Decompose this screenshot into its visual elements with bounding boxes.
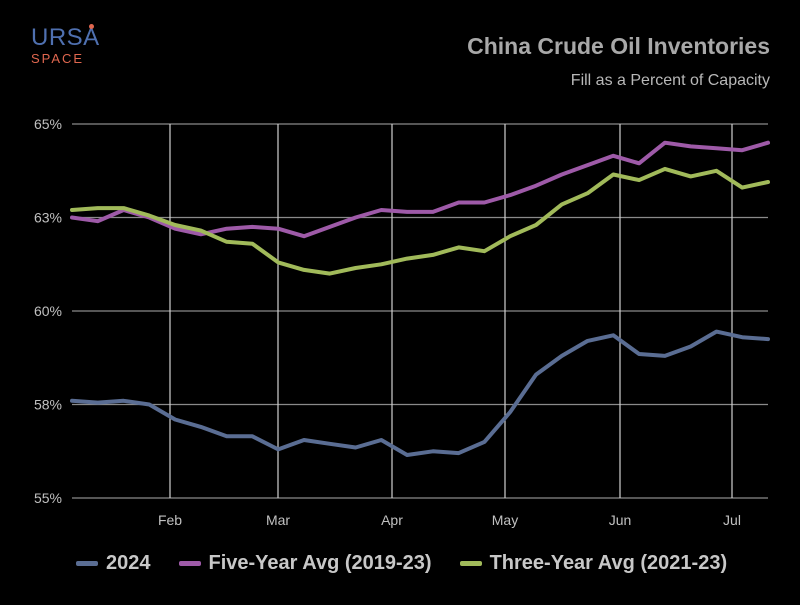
chart-title: China Crude Oil Inventories	[467, 33, 770, 59]
legend-swatch	[178, 561, 201, 566]
legend-label: Three-Year Avg (2021-23)	[489, 552, 728, 574]
logo-dot	[89, 24, 94, 29]
y-tick-label: 65%	[34, 116, 62, 132]
series-line-1	[70, 140, 770, 239]
legend-swatch	[459, 561, 482, 566]
legend-item: Five-Year Avg (2019-23)	[178, 552, 432, 575]
y-tick-label: 60%	[34, 303, 62, 319]
legend-item: 2024	[76, 552, 151, 575]
chart-subtitle: Fill as a Percent of Capacity	[570, 72, 770, 89]
legend-label: Five-Year Avg (2019-23)	[208, 552, 432, 574]
chart-legend: 2024 Five-Year Avg (2019-23) Three-Year Av…	[76, 552, 755, 575]
x-tick-label: May	[492, 512, 518, 528]
y-tick-label: 55%	[34, 490, 62, 506]
x-tick-label: Feb	[158, 512, 182, 528]
x-tick-label: Mar	[266, 512, 290, 528]
series-line-0	[70, 329, 770, 457]
series-line-2	[70, 166, 770, 276]
logo-text-top: URSA	[31, 24, 100, 51]
x-tick-label: Jun	[609, 512, 632, 528]
legend-label: 2024	[106, 552, 151, 574]
x-tick-label: Jul	[723, 512, 741, 528]
legend-swatch	[76, 561, 98, 566]
logo-text-bottom: SPACE	[31, 51, 85, 66]
y-tick-label: 63%	[34, 210, 62, 226]
y-tick-label: 58%	[34, 397, 62, 413]
ursa-space-logo: URSA SPACE	[31, 24, 100, 66]
legend-item: Three-Year Avg (2021-23)	[459, 552, 728, 575]
x-tick-label: Apr	[381, 512, 403, 528]
